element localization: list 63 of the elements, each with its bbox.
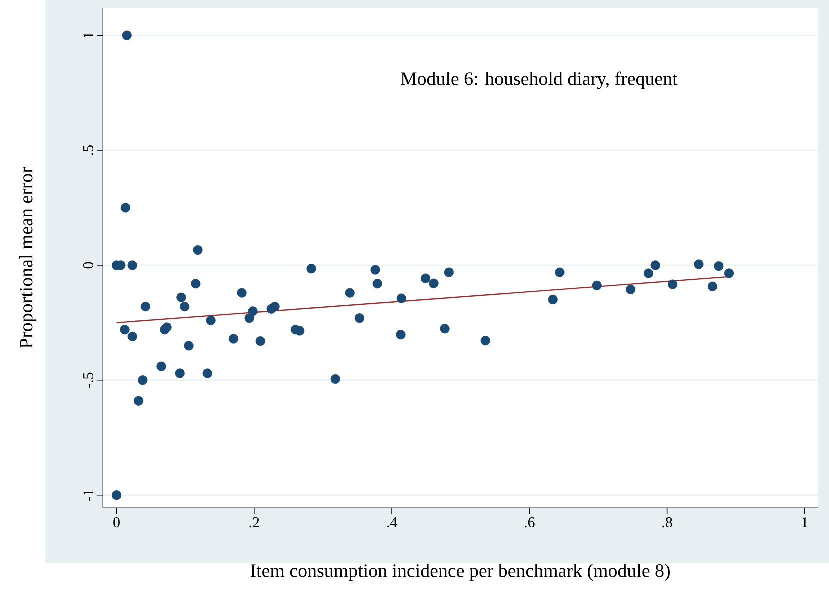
point — [440, 324, 450, 334]
x-tick-label: 0 — [114, 518, 120, 528]
x-tick-label: .6 — [525, 518, 535, 528]
point — [156, 362, 166, 372]
point — [724, 268, 734, 278]
point — [270, 302, 280, 312]
point — [134, 396, 144, 406]
y-tick-label: -.5 — [83, 372, 94, 388]
point — [626, 284, 636, 294]
point — [176, 292, 186, 302]
x-tick-label: 1 — [802, 518, 808, 528]
point — [295, 326, 305, 336]
point — [248, 306, 258, 316]
point — [206, 316, 216, 326]
point — [650, 260, 660, 270]
point — [120, 325, 130, 335]
point — [480, 336, 490, 346]
y-tick-label: .5 — [83, 145, 94, 156]
point — [138, 376, 148, 386]
point — [120, 203, 131, 213]
point — [202, 368, 212, 378]
x-tick-label: .4 — [387, 518, 398, 528]
annotation: Module 6: household diary, frequent — [401, 72, 678, 90]
point — [668, 280, 678, 290]
y-tick-label: -1 — [84, 490, 94, 502]
y-tick-label: 0 — [83, 262, 94, 269]
y-tick-label: 1 — [84, 32, 94, 38]
point — [122, 30, 132, 40]
point — [184, 341, 194, 351]
point — [555, 268, 565, 278]
point — [370, 265, 380, 275]
point — [708, 282, 718, 292]
point — [396, 294, 406, 304]
point — [396, 330, 406, 340]
point — [228, 334, 239, 344]
point — [191, 279, 201, 289]
point — [420, 274, 431, 284]
point — [694, 260, 704, 270]
point — [162, 322, 172, 332]
point — [128, 332, 138, 342]
point — [345, 288, 355, 298]
point — [306, 264, 316, 274]
point — [256, 336, 266, 346]
point — [175, 368, 185, 378]
point — [644, 268, 654, 278]
point — [592, 280, 602, 290]
point — [714, 262, 724, 272]
x-tick-label: .2 — [250, 518, 260, 528]
x-tick-label: .8 — [662, 518, 672, 528]
point — [128, 260, 138, 270]
point — [330, 374, 340, 384]
point — [444, 268, 454, 278]
y-axis-title: Proportional mean error — [19, 167, 37, 348]
point — [112, 490, 122, 500]
point — [354, 314, 364, 324]
point — [193, 245, 203, 256]
point — [237, 288, 247, 298]
point — [429, 278, 439, 288]
point — [180, 302, 190, 312]
point — [140, 302, 150, 312]
point — [548, 294, 558, 305]
x-axis-title: Item consumption incidence per benchmark (module 8) — [250, 564, 670, 582]
point — [372, 279, 382, 289]
